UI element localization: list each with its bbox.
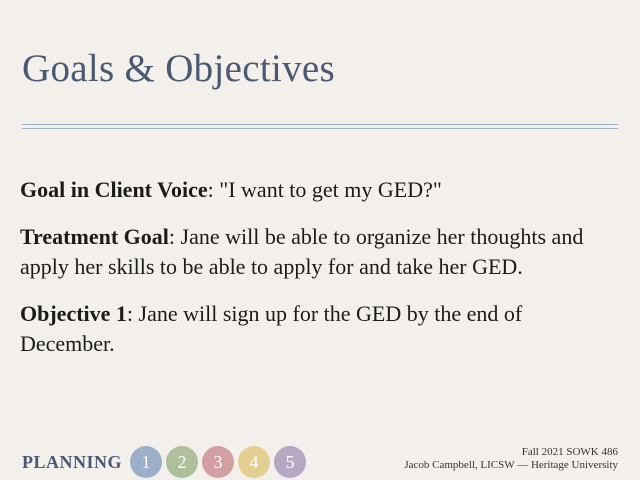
goal-client-voice-text: : "I want to get my GED?" bbox=[207, 177, 442, 202]
treatment-goal: Treatment Goal: Jane will be able to org… bbox=[20, 222, 620, 282]
objective-1-text: : Jane will sign up for the GED by the e… bbox=[20, 301, 523, 356]
step-1[interactable]: 1 bbox=[130, 446, 163, 478]
section-label: PLANNING bbox=[22, 451, 123, 472]
treatment-goal-label: Treatment Goal bbox=[20, 224, 169, 249]
course-label: Fall 2021 SOWK 486 bbox=[521, 446, 618, 458]
title-divider-top bbox=[22, 124, 618, 125]
goal-client-voice: Goal in Client Voice: "I want to get my … bbox=[20, 175, 620, 205]
step-4[interactable]: 4 bbox=[238, 446, 271, 478]
step-3[interactable]: 3 bbox=[202, 446, 235, 478]
goal-client-voice-label: Goal in Client Voice bbox=[20, 177, 208, 202]
section-nav: PLANNING 1 2 3 4 5 bbox=[22, 446, 310, 478]
step-2[interactable]: 2 bbox=[166, 446, 199, 478]
objective-1: Objective 1: Jane will sign up for the G… bbox=[20, 299, 620, 359]
slide-content: Goal in Client Voice: "I want to get my … bbox=[20, 175, 620, 376]
treatment-goal-text: : Jane will be able to organize her thou… bbox=[20, 224, 584, 279]
author-label: Jacob Campbell, LICSW — Heritage Univers… bbox=[404, 459, 618, 471]
slide-title: Goals & Objectives bbox=[22, 47, 336, 90]
step-5[interactable]: 5 bbox=[274, 446, 307, 478]
title-divider-bottom bbox=[22, 128, 618, 129]
footer-credits: Fall 2021 SOWK 486 Jacob Campbell, LICSW… bbox=[404, 446, 618, 472]
objective-1-label: Objective 1 bbox=[20, 301, 127, 326]
